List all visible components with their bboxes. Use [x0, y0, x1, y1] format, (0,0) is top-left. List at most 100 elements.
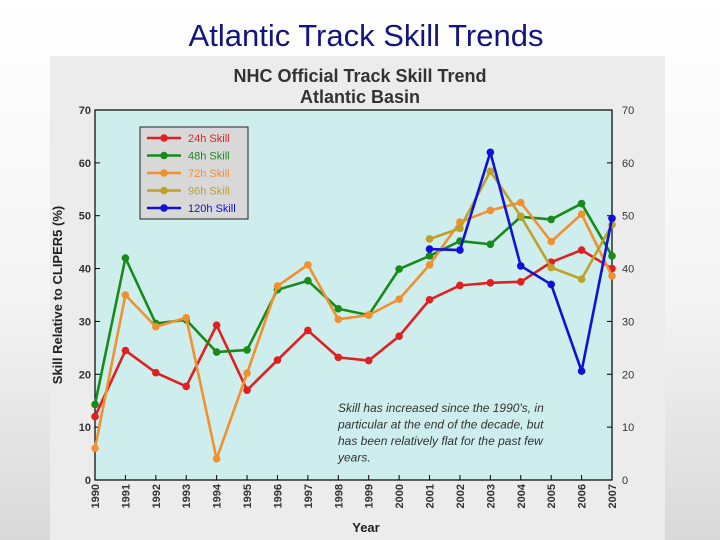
y-tick-label-right: 30	[622, 316, 634, 328]
x-tick-label: 1994	[212, 483, 224, 508]
y-tick-label-right: 60	[622, 158, 634, 170]
data-point	[182, 313, 191, 322]
data-point	[516, 277, 525, 286]
data-point	[212, 348, 221, 356]
x-tick-label: 1990	[90, 484, 102, 508]
series-120h-skill	[425, 148, 616, 375]
data-point	[91, 412, 99, 421]
data-point	[547, 280, 555, 289]
annotation-line: has been relatively flat for the past fe…	[338, 434, 544, 448]
series-24h-skill	[91, 246, 616, 421]
data-point	[243, 369, 251, 378]
data-point	[486, 167, 495, 176]
legend-swatch-marker	[160, 169, 168, 177]
legend-label: 48h Skill	[188, 151, 230, 163]
data-point	[364, 356, 373, 365]
data-point	[334, 353, 343, 362]
chart-subtitle: Atlantic Basin	[300, 87, 420, 107]
data-point	[273, 282, 282, 290]
x-tick-label: 1993	[181, 484, 193, 508]
data-point	[456, 281, 464, 290]
data-point	[152, 322, 160, 331]
y-tick-label-left: 10	[79, 422, 91, 434]
x-tick-label: 1996	[272, 484, 284, 508]
legend-label: 72h Skill	[188, 168, 230, 180]
data-point	[547, 263, 555, 272]
data-point	[304, 276, 312, 285]
legend: 24h Skill 48h Skill 72h Skill 96h Skill 120h…	[139, 126, 249, 220]
x-tick-label: 2006	[577, 484, 589, 508]
data-point	[425, 235, 434, 243]
legend-label: 24h Skill	[188, 133, 230, 145]
x-tick-label: 1999	[364, 484, 376, 508]
legend-swatch-marker	[160, 204, 168, 212]
y-tick-label-right: 0	[622, 475, 628, 487]
data-point	[304, 261, 312, 269]
y-tick-label-right: 40	[622, 264, 634, 276]
annotation-line: Skill has increased since the 1990's, in	[338, 401, 544, 415]
data-point	[334, 315, 343, 324]
data-point	[516, 262, 525, 270]
y-axis-label: Skill Relative to CLIPER5 (%)	[50, 206, 65, 384]
data-point	[243, 386, 251, 394]
y-tick-label-left: 30	[79, 316, 91, 328]
data-point	[608, 272, 616, 280]
series-line	[93, 201, 614, 461]
data-point	[577, 210, 586, 218]
y-tick-label-right: 70	[622, 105, 634, 117]
legend-swatch-marker	[160, 134, 168, 142]
data-point	[486, 206, 495, 215]
data-point	[121, 346, 130, 355]
data-point	[152, 368, 160, 377]
data-point	[608, 252, 616, 260]
x-tick-label: 2003	[485, 484, 497, 508]
data-point	[273, 356, 282, 364]
x-tick-label: 2002	[455, 484, 467, 508]
data-point	[577, 199, 586, 208]
data-point	[182, 382, 191, 391]
chart-title: NHC Official Track Skill Trend	[233, 66, 486, 86]
data-point	[334, 304, 343, 313]
data-point	[425, 245, 434, 253]
data-point	[547, 237, 555, 246]
x-tick-label: 1995	[242, 484, 254, 508]
x-tick-label: 1997	[303, 484, 315, 508]
x-tick-label: 2005	[546, 484, 558, 508]
y-tick-label-right: 10	[622, 422, 634, 434]
x-tick-label: 2000	[394, 484, 406, 508]
data-point	[395, 265, 403, 273]
data-point	[456, 246, 464, 254]
data-point	[577, 246, 586, 254]
annotation-line: years.	[337, 451, 371, 465]
data-point	[212, 455, 221, 463]
data-point	[516, 198, 525, 207]
data-point	[212, 321, 221, 329]
x-axis-label: Year	[352, 520, 379, 535]
x-tick-label: 2001	[425, 484, 437, 508]
data-point	[577, 275, 586, 283]
data-point	[516, 212, 525, 221]
y-tick-label-left: 70	[79, 105, 91, 117]
legend-label: 120h Skill	[188, 203, 236, 215]
data-point	[243, 346, 251, 354]
data-point	[486, 240, 495, 249]
series-line	[93, 248, 613, 418]
data-point	[395, 295, 403, 304]
series-72h-skill	[91, 198, 616, 463]
x-tick-label: 2004	[516, 483, 528, 508]
data-point	[577, 367, 586, 375]
y-tick-label-left: 20	[79, 369, 91, 381]
x-tick-label: 1992	[151, 484, 163, 508]
x-tick-label: 2007	[607, 484, 619, 508]
x-tick-label: 1991	[120, 484, 132, 508]
legend-swatch-marker	[160, 151, 168, 160]
data-point	[425, 252, 434, 260]
data-point	[121, 254, 130, 262]
annotation-line: particular at the end of the decade, but	[337, 418, 544, 432]
legend-swatch-marker	[160, 186, 168, 195]
data-point	[456, 224, 464, 233]
data-point	[608, 214, 616, 223]
y-tick-label-right: 20	[622, 369, 634, 381]
data-point	[91, 400, 99, 409]
